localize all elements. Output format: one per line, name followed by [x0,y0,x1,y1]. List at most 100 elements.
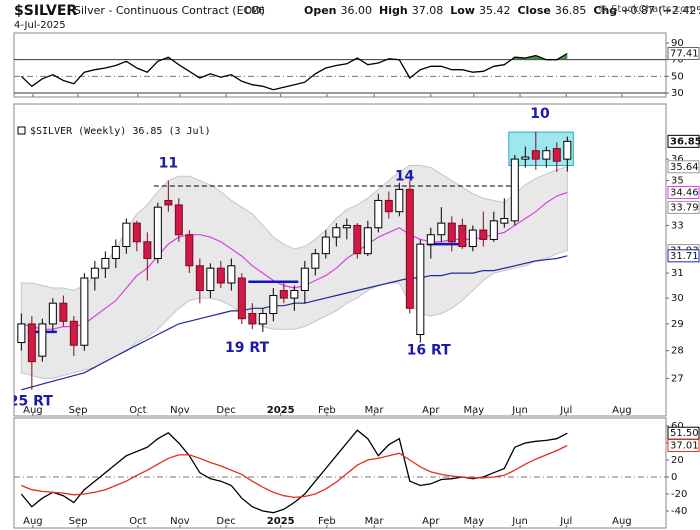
candle-body [122,222,131,248]
candle-body [27,323,36,363]
candle-body [153,206,162,259]
candle-body [164,199,173,206]
x-tick-label: Nov [170,516,190,527]
panel: 11 14 10 25 RT 19 RT 16 RT [9,106,574,409]
candle-body [227,265,236,284]
stat-value: 35.42 [479,4,511,17]
x-tick-label: Feb [318,405,336,416]
price-stats: Open 36.00 High 37.08 Low 35.42 Close 36.85 Chg +… [304,4,700,17]
panel [14,429,666,514]
y-tick-label: 0 [671,472,677,483]
y-tick-label: 29 [671,319,684,330]
candle-body [447,222,456,243]
panel [14,52,666,94]
candle-body [69,320,78,346]
watermark: © StockCharts.com [598,4,696,15]
highlight-box [508,131,574,167]
candle-body [111,246,120,259]
candle-body [279,290,288,299]
instrument-name: Silver - Continuous Contract (EOD) [74,4,265,17]
annotation: 16 RT [407,343,452,359]
candle-body [500,218,509,224]
y-tick-label: -20 [671,489,687,500]
y-tick-label: -40 [671,506,687,517]
y-tick-label: 30 [671,293,684,304]
candle-body [479,229,488,240]
y-tick-label: 35 [671,176,684,187]
x-tick-label: Aug [612,516,632,527]
stat-label: Close [517,4,550,17]
stat-value: 37.08 [412,4,444,17]
candle-body [101,257,110,269]
last-value-box [667,439,700,453]
candle-body [38,323,47,357]
candle-body [489,220,498,240]
panel-frame [13,417,667,529]
y-tick-label: 90 [671,38,684,49]
candle-body [353,224,362,255]
candle-body [132,222,141,243]
last-value-label: 35.64 [670,162,699,173]
annotation: 11 [159,155,178,171]
last-value-label: 34.46 [670,187,699,198]
x-tick-label: Aug [23,405,43,416]
candle-body [332,227,341,238]
candle-body [237,277,246,320]
candle-body [363,227,372,255]
candle-body [216,267,225,284]
indicator-line [20,52,568,91]
x-tick-label: 2025 [267,405,295,416]
x-tick-label: 2025 [267,516,295,527]
y-tick-label: 70 [671,55,684,66]
candle-body [395,188,404,213]
candle-body [290,290,299,299]
last-value-label: 31.71 [670,251,699,262]
x-tick-label: Nov [170,405,190,416]
last-value-box [667,185,700,199]
x-tick-label: Sep [69,405,88,416]
candle-body [17,323,26,344]
x-tick-label: Oct [129,405,146,416]
candle-body [195,265,204,292]
last-value-label: 33.79 [670,202,699,213]
y-tick-label: 30 [671,88,684,99]
stat-label: Open [304,4,337,17]
last-value-box [667,249,700,263]
x-tick-label: Aug [23,516,43,527]
x-tick-label: Feb [318,516,336,527]
candle-body [90,267,99,279]
stat-value: 36.85 [555,4,587,17]
candle-body [80,277,89,346]
candle-body [521,156,530,160]
overbought-fill [161,53,568,60]
candle-body [458,224,467,248]
legend-swatch [17,126,26,135]
x-tick-label: Sep [69,516,88,527]
last-value-box [667,46,700,60]
last-value-box [667,160,700,174]
candle-body [174,204,183,236]
last-value-label: 36.85 [670,136,700,147]
candle-body [59,302,68,322]
x-tick-label: Jun [511,405,528,416]
candle-body [185,234,194,267]
candle-body [374,199,383,229]
candle-body [269,295,278,314]
candle-body [437,222,446,236]
candle-body [258,312,267,325]
stat-label: Chg [593,4,617,17]
annotation: 25 RT [9,393,54,409]
x-tick-label: Aug [612,405,632,416]
x-tick-label: Dec [216,405,235,416]
x-tick-label: Dec [216,516,235,527]
last-value-label: 77.41 [670,48,699,59]
candle-body [384,199,393,213]
y-tick-label: 28 [671,346,684,357]
legend-label: $SILVER (Weekly) 36.85 (3 Jul) [30,126,211,137]
y-tick-label: 31 [671,268,684,279]
candle-body [48,302,57,325]
last-value-label: 51.50 [670,428,699,439]
candle-body [468,229,477,248]
indicator-line [21,444,568,499]
